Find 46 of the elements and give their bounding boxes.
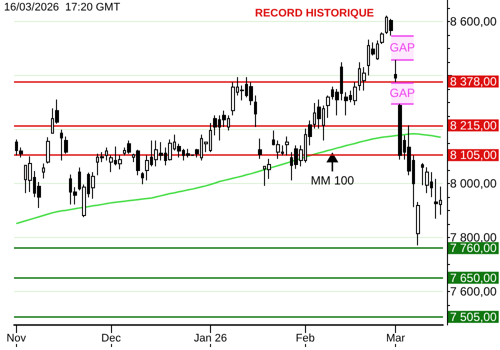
candlestick <box>394 59 397 83</box>
x-tick-label: Jan 26 <box>194 332 227 344</box>
x-tick-label: Nov <box>6 332 27 344</box>
band-label: GAP <box>390 40 416 55</box>
ref-line-label: 7 760,00 <box>450 241 498 256</box>
candlestick <box>141 172 144 185</box>
ref-line-label: 7 505,00 <box>450 310 498 324</box>
candlestick <box>254 94 257 128</box>
candlestick <box>46 136 50 164</box>
y-tick-label: 7 600,00 <box>450 284 498 298</box>
y-tick-label: 7 800,00 <box>450 230 498 244</box>
ref-line-label: 8 215,00 <box>450 118 498 132</box>
x-tick-label: Mar <box>386 332 406 344</box>
candlestick <box>398 103 402 160</box>
candlestick <box>136 149 140 176</box>
candlestick <box>285 136 289 156</box>
band-label: GAP <box>390 86 416 100</box>
series-label: MM 100 <box>310 173 354 188</box>
candlestick <box>28 156 32 193</box>
x-tick-label: Feb <box>296 332 315 344</box>
y-tick-label: 8 000,00 <box>450 176 498 190</box>
candlestick <box>380 32 384 44</box>
candlestick <box>258 138 262 160</box>
candlestick <box>425 166 429 194</box>
candlestick <box>91 172 95 200</box>
candlestick <box>389 18 393 36</box>
y-tick-label: 8 600,00 <box>450 14 498 29</box>
candlestick <box>416 202 420 246</box>
candlestick <box>42 162 45 180</box>
x-tick-label: Dec <box>101 332 122 344</box>
ref-line-label: 8 378,00 <box>450 74 498 88</box>
candlestick <box>344 92 348 116</box>
candlestick <box>60 129 63 161</box>
candlestick <box>434 178 438 220</box>
candlestick <box>186 148 190 158</box>
candlestick <box>105 147 108 161</box>
candlestick <box>362 66 366 92</box>
candlestick <box>64 136 68 154</box>
annotation: 16/03/2026 17:20 GMT <box>4 2 120 14</box>
annotation: RECORD HISTORIQUE <box>255 8 374 20</box>
line-series <box>16 133 442 224</box>
candlestick <box>127 140 131 154</box>
ref-line-label: 7 650,00 <box>450 270 498 285</box>
ref-line-label: 8 105,00 <box>450 148 498 162</box>
candlestick <box>421 162 424 186</box>
candlestick <box>353 82 357 106</box>
